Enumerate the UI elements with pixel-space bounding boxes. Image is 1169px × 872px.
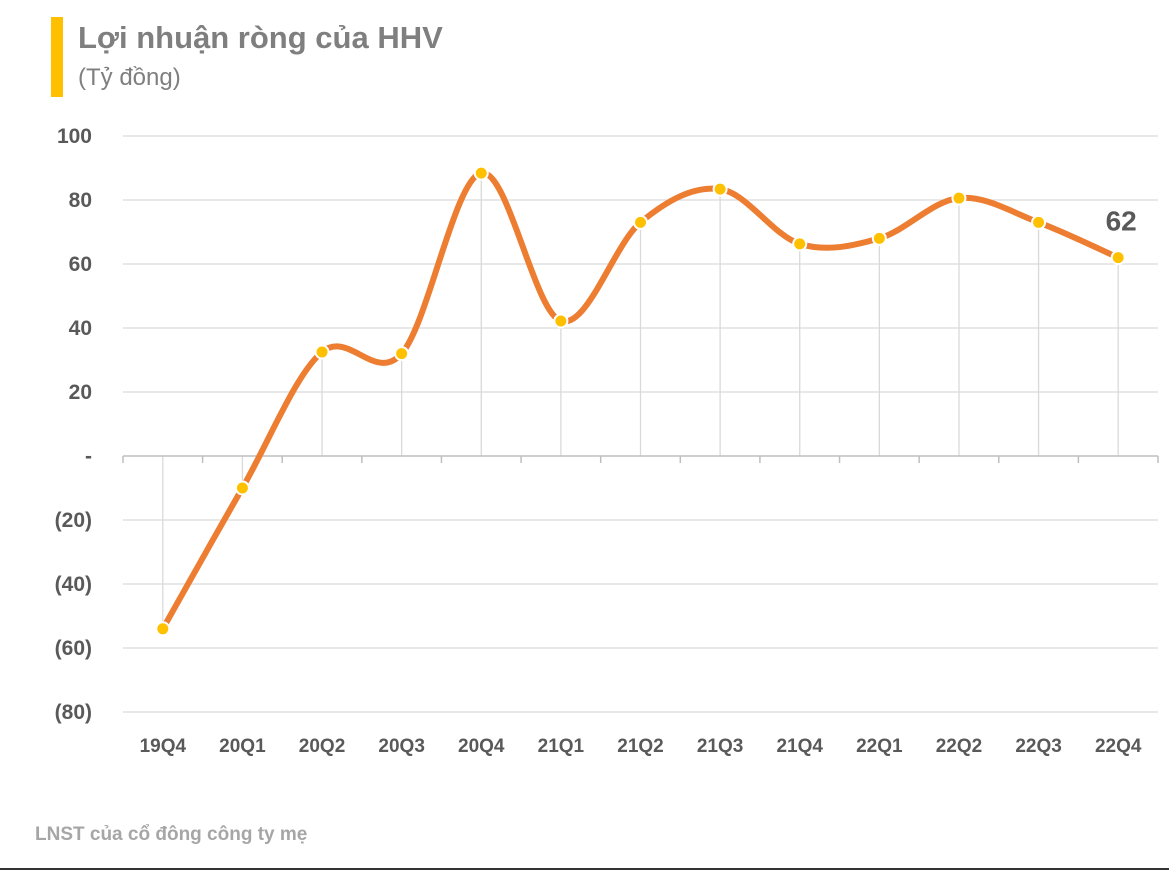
y-tick-label: (80) [55, 701, 92, 724]
x-tick-label: 21Q3 [697, 736, 743, 757]
y-tick-label: (40) [55, 573, 92, 596]
title-accent-bar [51, 17, 63, 97]
y-tick-label: (20) [55, 509, 92, 532]
x-tick-label: 22Q1 [856, 736, 903, 757]
x-tick-label: 20Q2 [299, 736, 345, 757]
data-point [1031, 214, 1047, 230]
x-tick-label: 20Q4 [458, 736, 505, 757]
data-point [792, 236, 808, 252]
y-tick-label: 80 [69, 189, 92, 212]
data-label: 62 [1106, 206, 1137, 237]
data-point [553, 313, 569, 329]
data-point [473, 165, 489, 181]
data-point [712, 181, 728, 197]
x-tick-label: 21Q2 [617, 736, 663, 757]
data-point [951, 190, 967, 206]
x-tick-label: 22Q2 [936, 736, 982, 757]
x-tick-label: 21Q1 [538, 736, 585, 757]
data-point [871, 230, 887, 246]
y-tick-label: 40 [69, 317, 92, 340]
chart-title: Lợi nhuận ròng của HHV [78, 20, 443, 55]
x-tick-label: 20Q1 [219, 736, 266, 757]
data-point [1110, 250, 1126, 266]
x-tick-label: 22Q4 [1095, 736, 1142, 757]
chart-subtitle: (Tỷ đồng) [78, 64, 181, 91]
chart-note: LNST của cổ đông công ty mẹ [35, 824, 308, 845]
y-tick-label: 100 [57, 125, 92, 148]
x-tick-label: 20Q3 [378, 736, 424, 757]
data-point [633, 214, 648, 230]
y-tick-label: 60 [69, 253, 92, 276]
x-tick-label: 21Q4 [776, 736, 823, 757]
data-point [394, 346, 410, 362]
y-tick-label: - [85, 445, 92, 468]
x-tick-label: 19Q4 [140, 736, 187, 757]
y-tick-label: 20 [69, 381, 92, 404]
series-line [159, 170, 1122, 632]
bottom-divider [0, 868, 1169, 870]
data-point [234, 480, 250, 496]
data-point [155, 621, 171, 637]
data-point [314, 344, 330, 360]
x-tick-label: 22Q3 [1015, 736, 1061, 757]
y-tick-label: (60) [55, 637, 92, 660]
